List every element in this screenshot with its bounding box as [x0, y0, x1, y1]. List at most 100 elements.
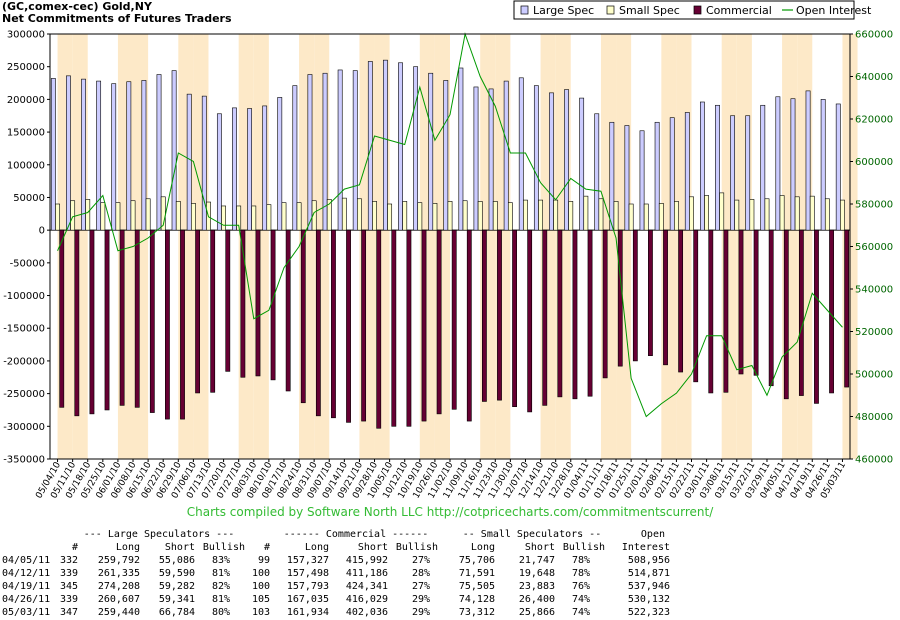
cell-small-short: 23,883	[518, 581, 555, 592]
chart-credit: Charts compiled by Software North LLC ht…	[186, 505, 714, 519]
commercial-bar	[663, 229, 668, 366]
large-spec-bar	[141, 80, 147, 231]
large-spec-bar	[820, 99, 826, 231]
cell-large-short: 59,282	[158, 581, 195, 592]
small-spec-bar	[492, 201, 498, 231]
cell-commercial-bullish: 27%	[411, 555, 430, 566]
commercial-bar	[361, 229, 367, 422]
small-spec-bar	[628, 203, 634, 231]
small-spec-bar	[447, 201, 453, 231]
right-axis-label: 660000	[855, 30, 893, 41]
col-header-commercial-long: Long	[304, 542, 329, 553]
large-spec-bar	[247, 108, 252, 231]
cell-large-short: 66,784	[158, 607, 195, 618]
chart-legend: Large Spec Small Spec Commercial Open Inter…	[513, 0, 872, 20]
commercial-bar	[436, 229, 442, 415]
large-spec-bar	[518, 77, 524, 231]
cell-open-interest: 537,946	[627, 581, 670, 592]
cell-large-bullish: 81%	[211, 568, 230, 579]
cell-small-short: 19,648	[518, 568, 555, 579]
col-header-large-count: #	[71, 542, 78, 553]
commercial-bar	[74, 229, 80, 417]
cell-commercial-long: 157,498	[286, 568, 329, 579]
large-spec-bar	[730, 115, 735, 231]
col-header-small-short: Short	[524, 542, 555, 553]
cell-large-long: 259,792	[97, 555, 140, 566]
commercial-bar	[798, 229, 804, 396]
commercial-bar	[783, 229, 789, 400]
small-spec-bar	[100, 202, 106, 231]
commercial-bar	[572, 229, 578, 400]
small-spec-bar	[266, 204, 272, 231]
cell-large-long: 260,607	[97, 594, 140, 605]
small-spec-bar	[191, 203, 196, 231]
small-spec-bar	[115, 202, 121, 231]
cell-small-long: 73,312	[458, 607, 495, 618]
large-spec-bar	[549, 92, 554, 231]
col-header-commercial-short: Short	[357, 542, 388, 553]
cell-date: 04/05/11	[2, 555, 51, 566]
small-spec-bar	[372, 201, 377, 231]
small-spec-bar	[402, 201, 408, 231]
cell-commercial-short: 424,341	[345, 581, 388, 592]
commercial-bar	[391, 229, 397, 427]
cell-small-bullish: 74%	[571, 594, 590, 605]
commercial-bar	[149, 229, 155, 413]
large-spec-bar	[624, 125, 630, 231]
small-spec-bar	[281, 202, 287, 231]
large-spec-bar	[745, 115, 751, 231]
cell-small-long: 75,706	[458, 555, 495, 566]
commercial-bar	[542, 229, 548, 406]
left-axis-label: -250000	[3, 389, 45, 400]
cell-large-bullish: 81%	[211, 594, 230, 605]
small-spec-bar	[613, 201, 619, 231]
small-spec-bar	[477, 201, 483, 231]
large-spec-bar	[262, 105, 268, 231]
right-axis-label: 520000	[855, 327, 893, 338]
commercial-bar	[708, 229, 714, 394]
cell-large-bullish: 80%	[211, 607, 230, 618]
commercial-bar	[165, 229, 170, 420]
commercial-bar	[723, 229, 729, 393]
commercial-bar	[632, 229, 638, 362]
commercial-bar	[451, 229, 457, 410]
small-spec-bar	[130, 200, 136, 231]
commercial-bar	[693, 229, 699, 383]
small-spec-bar	[674, 201, 679, 231]
legend-label-open-interest: Open Interest	[796, 4, 872, 17]
open-interest-line	[57, 32, 843, 418]
large-spec-bar	[186, 93, 192, 231]
cell-small-short: 21,747	[518, 555, 555, 566]
cell-large-bullish: 82%	[211, 581, 230, 592]
small-spec-bar	[175, 201, 181, 231]
small-spec-bar	[734, 199, 740, 231]
commercial-bar	[497, 229, 502, 401]
small-spec-bar	[568, 201, 574, 231]
col-header-open-interest: Interest	[621, 542, 670, 553]
cell-large-count: 339	[59, 568, 78, 579]
right-axis-label: 480000	[855, 412, 893, 423]
col-header-small-bullish: Bullish	[562, 542, 605, 553]
left-axis-label: -100000	[3, 291, 45, 302]
commercial-bar	[481, 229, 487, 402]
small-spec-bar	[326, 199, 332, 231]
large-spec-bar	[594, 113, 600, 231]
left-axis-label: 50000	[13, 193, 45, 204]
legend-label-large-spec: Large Spec	[533, 4, 594, 17]
large-spec-bar	[835, 103, 841, 231]
left-axis-label: -200000	[3, 356, 45, 367]
left-axis-label: 150000	[7, 128, 45, 139]
cell-large-count: 339	[59, 594, 78, 605]
cell-commercial-count: 99	[257, 555, 270, 566]
commercial-bar	[648, 229, 653, 356]
small-spec-bar	[462, 200, 468, 231]
left-axis-label: 200000	[7, 95, 45, 106]
cell-commercial-bullish: 29%	[411, 607, 430, 618]
chart-title-contract: (GC,comex-cec) Gold,NY	[2, 0, 152, 13]
left-axis-label: 0	[39, 226, 45, 237]
cell-large-count: 345	[59, 581, 78, 592]
commercial-bar	[527, 229, 533, 413]
right-axis-label: 620000	[855, 115, 893, 126]
commercial-bar	[59, 229, 65, 408]
commercial-bar	[844, 229, 850, 388]
